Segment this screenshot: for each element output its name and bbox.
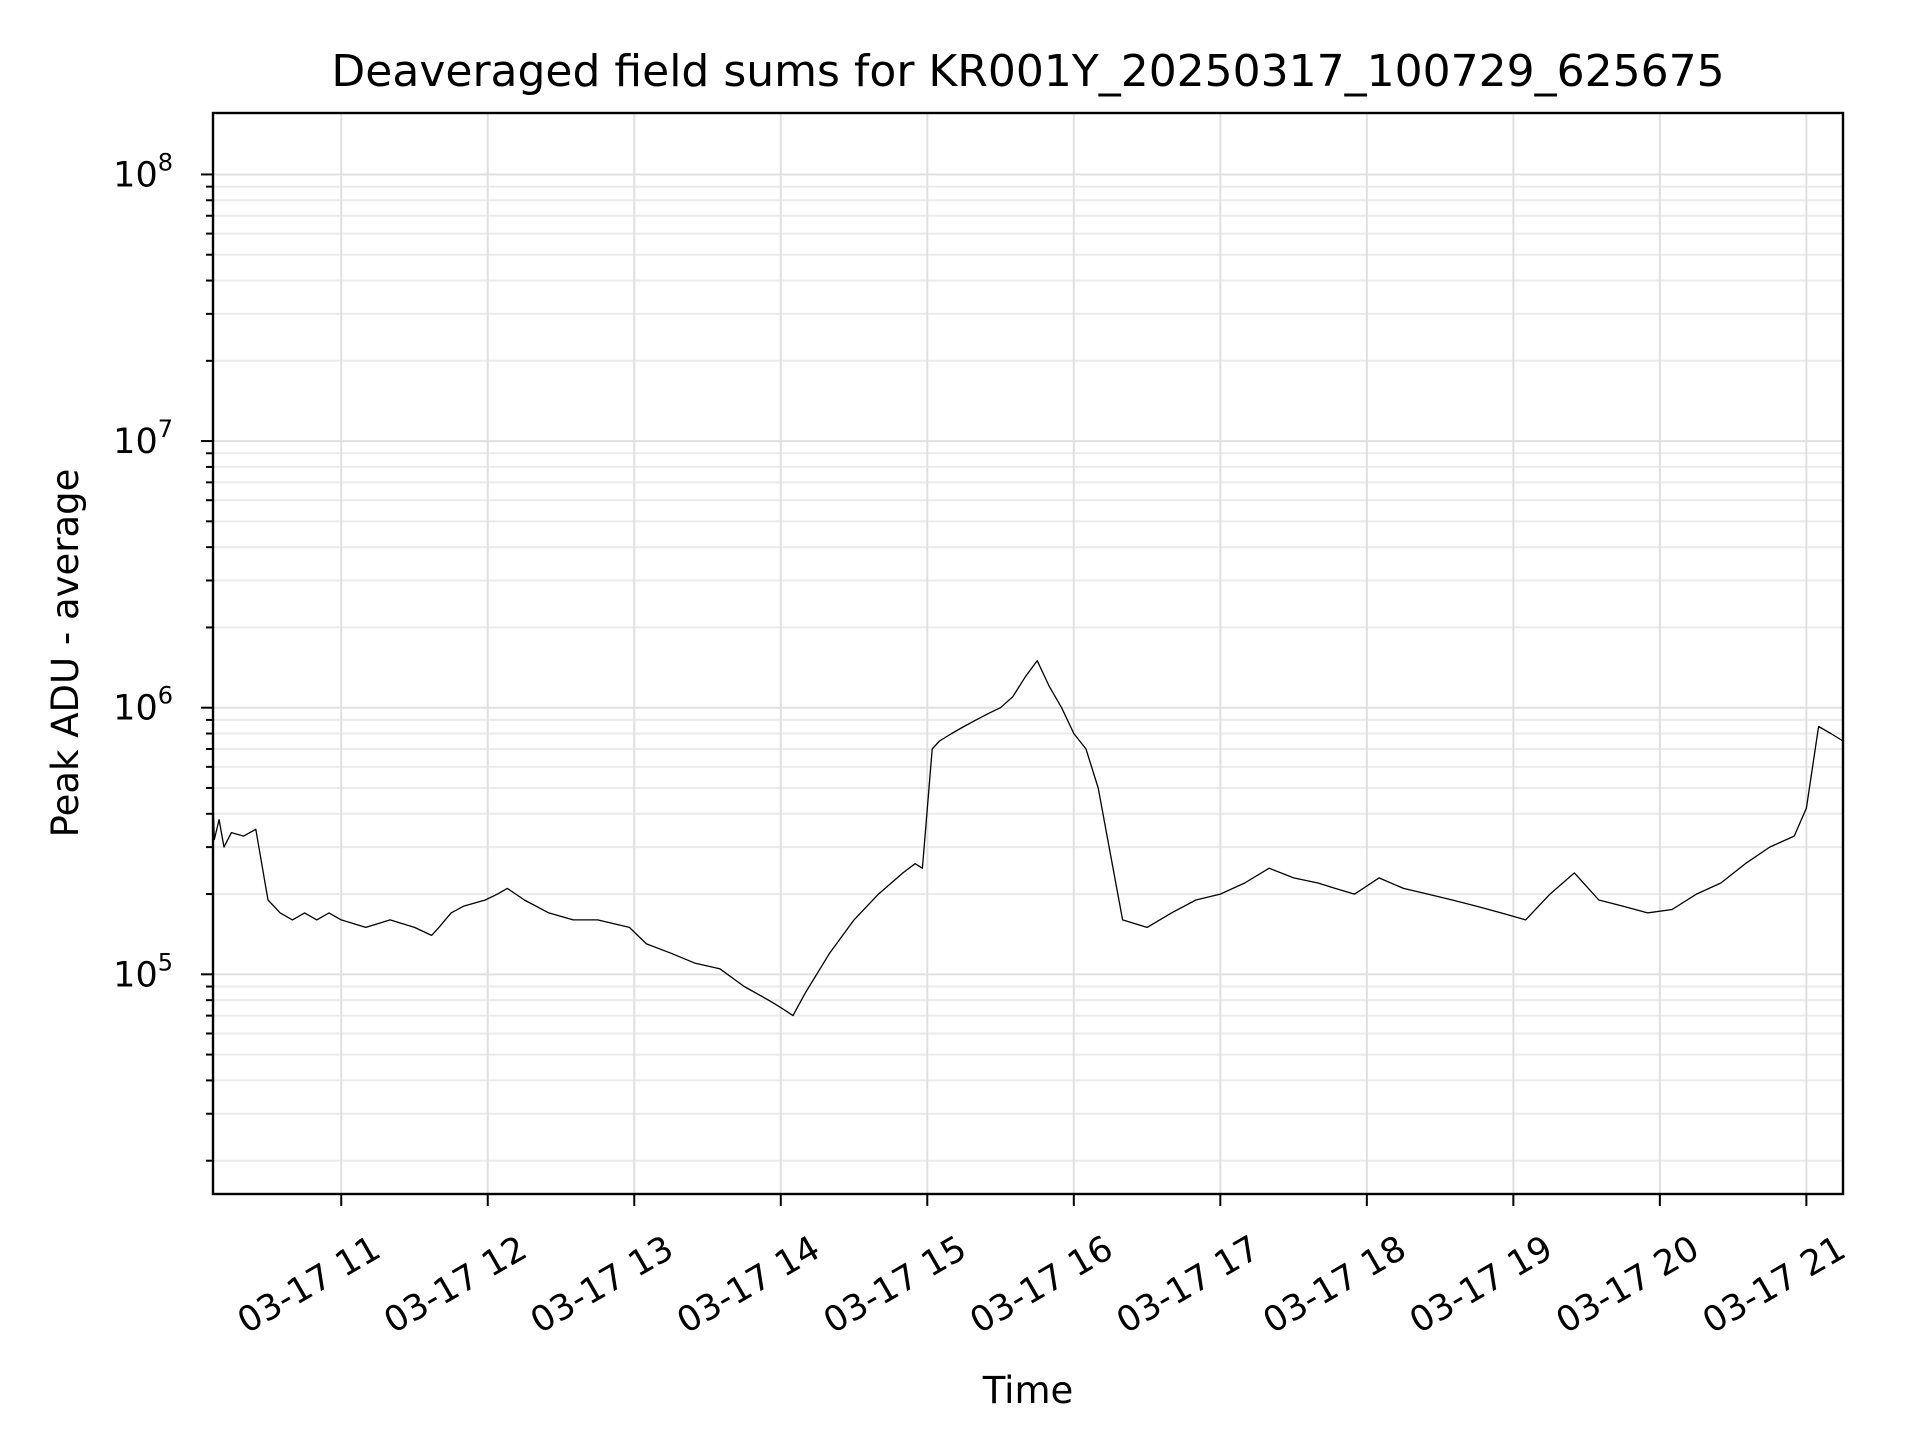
series-area <box>212 660 1844 1017</box>
y-tick-label: 106 <box>113 682 173 729</box>
series-line <box>212 660 1844 1017</box>
grid-lines <box>213 113 1843 1194</box>
plot-frame <box>211 111 1845 1196</box>
x-axis-label: Time <box>982 1369 1074 1412</box>
y-tick-label: 105 <box>113 948 173 995</box>
y-tick-label: 108 <box>113 148 173 195</box>
y-axis-label: Peak ADU - average <box>44 469 87 838</box>
y-tick-label: 107 <box>113 415 173 462</box>
chart-title: Deaveraged field sums for KR001Y_2025031… <box>331 46 1724 97</box>
